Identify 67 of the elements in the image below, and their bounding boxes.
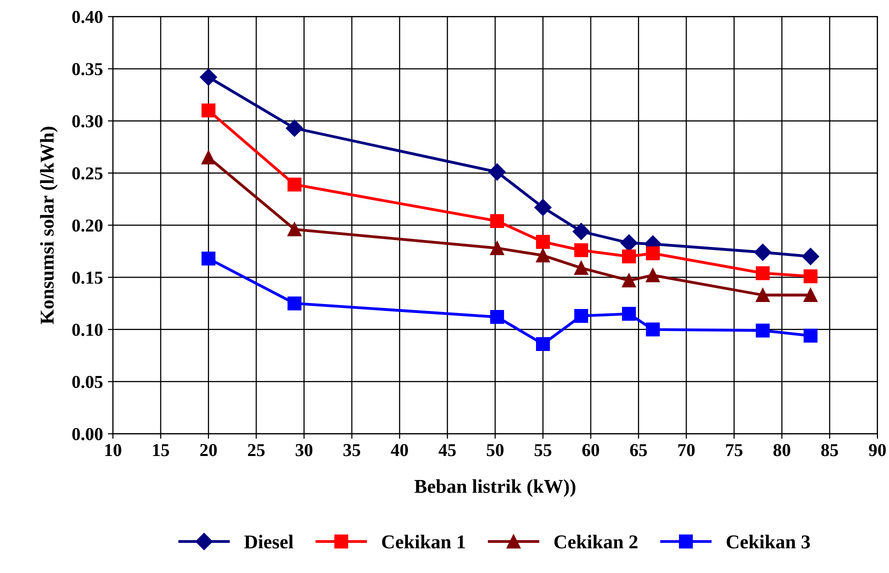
point [754,244,772,261]
x-tick-label: 25 [248,444,265,456]
point [620,234,638,252]
point [490,214,504,228]
x-tick-label: 70 [678,444,695,456]
y-tick-label: 0.35 [72,63,103,76]
y-tick-label: 0.20 [72,219,102,232]
point [756,324,770,338]
point [574,308,588,323]
point [646,322,660,336]
point [536,337,550,352]
y-tick-label: 0.10 [72,324,102,336]
point [536,234,550,249]
point [804,288,818,302]
point [200,68,218,86]
point [202,104,216,118]
x-tick-label: 65 [630,444,647,456]
x-tick-label: 40 [390,444,408,456]
point [622,250,636,264]
y-tick-label: 0.30 [72,115,102,128]
point [202,252,216,266]
point [572,222,590,240]
point [490,310,504,324]
x-tick-label: 45 [438,444,456,456]
point [490,241,504,256]
point [288,222,302,236]
point [756,288,770,302]
y-tick-label: 0.40 [72,10,102,24]
x-tick-label: 10 [105,444,122,456]
x-tick-label: 55 [534,444,552,456]
x-tick-label: 50 [486,444,504,456]
point [286,120,304,137]
x-tick-label: 30 [296,444,312,456]
point [536,248,550,262]
x-tick-label: 60 [582,444,600,456]
point [804,328,818,343]
point [646,268,660,282]
x-tick-label: 90 [868,444,886,456]
x-tick-label: 80 [773,444,790,456]
point [534,198,552,216]
x-tick-label: 20 [200,444,217,456]
y-axis-title: Konsumsi solar (l/kWh) [40,126,58,324]
point [646,246,660,260]
y-tick-label: 0.15 [72,272,103,284]
point [288,296,302,310]
point [756,266,770,280]
point [574,261,588,275]
y-tick-label: 0.05 [72,376,103,388]
x-tick-label: 75 [726,444,742,456]
y-tick-label: 0.25 [72,167,103,180]
point [622,274,636,288]
y-tick-label: 0.00 [72,428,102,440]
legend-label: Cekikan 1 [382,534,465,548]
point [802,248,820,266]
legend-label: Cekikan 3 [726,534,810,548]
x-axis-title: Beban listrik (kW)) [414,479,576,497]
point [804,269,818,284]
point [202,150,216,164]
legend-label: Diesel [244,534,294,548]
point [488,163,506,181]
legend-label: Cekikan 2 [554,534,638,548]
x-tick-label: 85 [821,444,838,456]
point [288,178,302,192]
x-tick-label: 15 [153,444,170,456]
point [574,243,588,258]
point [622,306,636,321]
x-tick-label: 35 [343,444,360,456]
